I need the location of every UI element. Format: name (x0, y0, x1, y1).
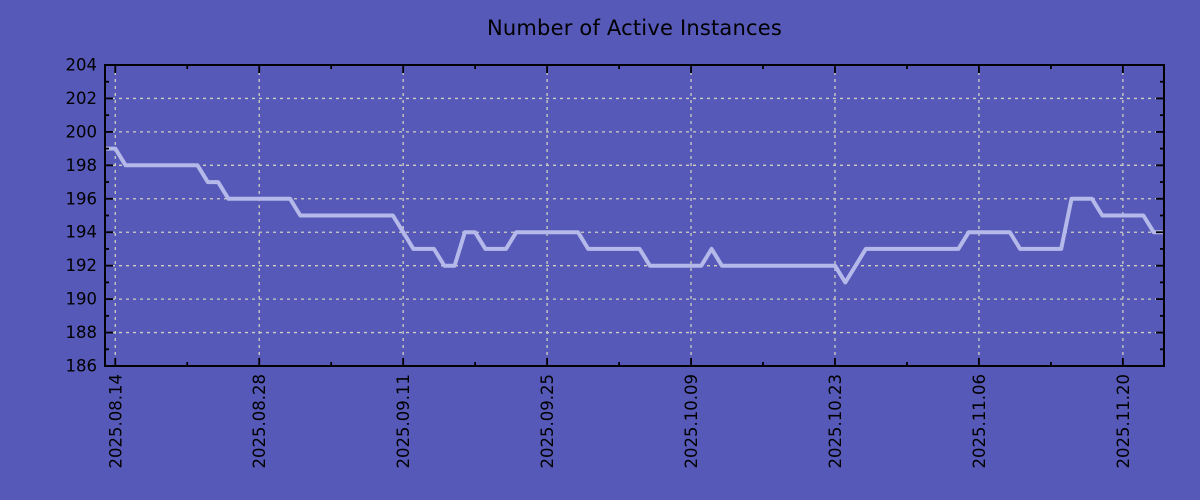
y-tick-label: 200 (66, 122, 98, 141)
y-tick-label: 204 (66, 56, 98, 75)
y-tick-label: 190 (66, 290, 98, 309)
plot-border (104, 64, 1165, 367)
x-tick-label: 2025.08.28 (250, 374, 269, 468)
x-tick-label: 2025.09.11 (394, 374, 413, 468)
x-tick-label: 2025.10.09 (682, 374, 701, 468)
data-line (105, 146, 1164, 285)
y-tick-label: 196 (66, 189, 98, 208)
y-tick-label: 202 (66, 89, 98, 108)
x-tick-label: 2025.09.25 (538, 374, 557, 468)
y-tick-label: 186 (66, 357, 98, 376)
x-tick-label: 2025.11.06 (970, 374, 989, 468)
y-tick-label: 194 (66, 223, 98, 242)
chart-title: Number of Active Instances (486, 16, 783, 40)
y-tick-label: 192 (66, 256, 98, 275)
x-tick-label: 2025.11.20 (1114, 374, 1133, 468)
y-tick-label: 188 (66, 323, 98, 342)
x-tick-label: 2025.08.14 (106, 374, 125, 468)
x-tick-label: 2025.10.23 (826, 374, 845, 468)
y-tick-label: 198 (66, 156, 98, 175)
